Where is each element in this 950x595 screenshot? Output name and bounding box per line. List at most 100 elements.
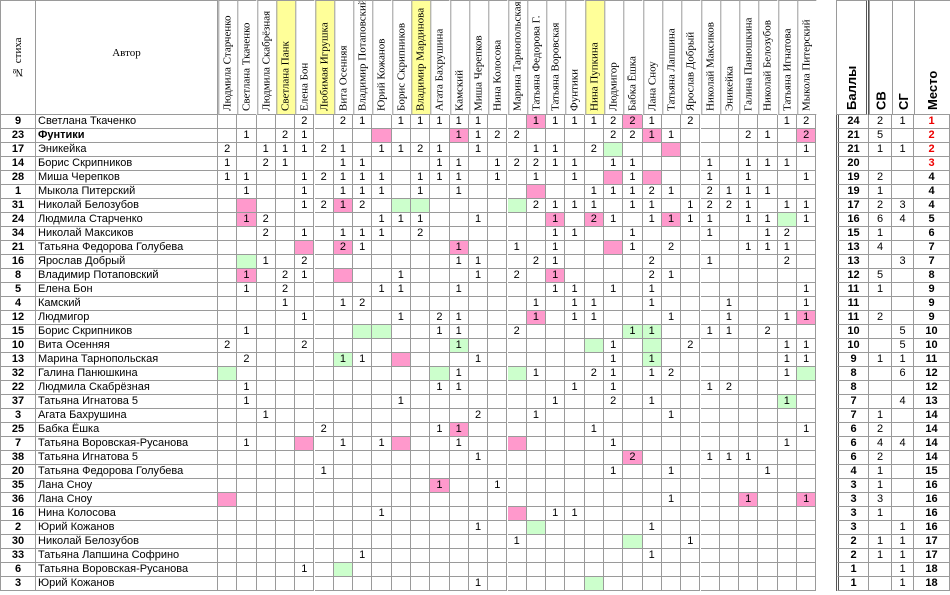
vote-cell[interactable]: 1: [237, 129, 257, 143]
vote-cell[interactable]: [353, 129, 373, 143]
vote-cell[interactable]: [681, 185, 701, 199]
vote-cell[interactable]: [546, 521, 566, 535]
vote-cell[interactable]: [218, 129, 238, 143]
vote-cell[interactable]: 1: [546, 255, 566, 269]
vote-cell[interactable]: [237, 549, 257, 563]
vote-cell[interactable]: [584, 479, 604, 493]
vote-cell[interactable]: [565, 339, 585, 353]
vote-cell[interactable]: [681, 241, 701, 255]
vote-cell[interactable]: [295, 423, 315, 437]
vote-cell[interactable]: [584, 521, 604, 535]
vote-cell[interactable]: [507, 563, 527, 577]
vote-cell[interactable]: [256, 311, 276, 325]
vote-cell[interactable]: [758, 171, 778, 185]
vote-cell[interactable]: 1: [237, 381, 257, 395]
vote-cell[interactable]: [797, 255, 817, 269]
vote-cell[interactable]: 1: [449, 339, 469, 353]
vote-cell[interactable]: [488, 409, 508, 423]
vote-cell[interactable]: [353, 311, 373, 325]
vote-cell[interactable]: [700, 549, 720, 563]
vote-cell[interactable]: [584, 325, 604, 339]
vote-cell[interactable]: 1: [391, 115, 411, 129]
vote-cell[interactable]: 1: [391, 283, 411, 297]
vote-cell[interactable]: [584, 129, 604, 143]
vote-cell[interactable]: [488, 185, 508, 199]
vote-cell[interactable]: [719, 115, 740, 129]
vote-cell[interactable]: [797, 521, 817, 535]
vote-cell[interactable]: [739, 465, 759, 479]
vote-cell[interactable]: [758, 395, 778, 409]
vote-cell[interactable]: [584, 283, 604, 297]
vote-cell[interactable]: [314, 241, 334, 255]
vote-cell[interactable]: [604, 325, 624, 339]
vote-cell[interactable]: 1: [777, 339, 797, 353]
vote-cell[interactable]: [391, 241, 411, 255]
vote-cell[interactable]: [797, 577, 817, 591]
row-author-name[interactable]: Ярослав Добрый: [36, 255, 218, 269]
vote-cell[interactable]: 1: [237, 269, 257, 283]
vote-cell[interactable]: [488, 367, 508, 381]
vote-cell[interactable]: [430, 409, 450, 423]
vote-cell[interactable]: [449, 521, 469, 535]
vote-cell[interactable]: [488, 437, 508, 451]
vote-cell[interactable]: [411, 311, 431, 325]
vote-cell[interactable]: [797, 479, 817, 493]
vote-cell[interactable]: [681, 451, 701, 465]
vote-cell[interactable]: 1: [700, 381, 720, 395]
vote-cell[interactable]: [758, 521, 778, 535]
vote-cell[interactable]: [700, 353, 720, 367]
vote-cell[interactable]: [681, 283, 701, 297]
vote-cell[interactable]: [507, 171, 527, 185]
vote-cell[interactable]: [681, 227, 701, 241]
vote-cell[interactable]: [237, 255, 257, 269]
vote-cell[interactable]: [739, 353, 759, 367]
vote-cell[interactable]: [275, 535, 296, 549]
vote-cell[interactable]: [468, 381, 489, 395]
vote-cell[interactable]: [565, 325, 585, 339]
vote-cell[interactable]: [700, 521, 720, 535]
vote-cell[interactable]: 1: [353, 241, 373, 255]
vote-cell[interactable]: [507, 199, 527, 213]
vote-cell[interactable]: [256, 549, 276, 563]
row-author-name[interactable]: Марина Тарнопольская: [36, 353, 218, 367]
vote-cell[interactable]: [430, 395, 450, 409]
vote-cell[interactable]: 1: [777, 115, 797, 129]
vote-cell[interactable]: [372, 367, 392, 381]
vote-cell[interactable]: [623, 521, 643, 535]
vote-cell[interactable]: [295, 577, 315, 591]
vote-cell[interactable]: 1: [295, 199, 315, 213]
vote-cell[interactable]: [430, 437, 450, 451]
vote-cell[interactable]: [661, 549, 682, 563]
vote-cell[interactable]: [758, 367, 778, 381]
vote-cell[interactable]: [411, 409, 431, 423]
vote-cell[interactable]: 2: [719, 381, 740, 395]
row-author-name[interactable]: Николай Максиков: [36, 227, 218, 241]
vote-cell[interactable]: [507, 339, 527, 353]
vote-cell[interactable]: [700, 129, 720, 143]
vote-cell[interactable]: [430, 227, 450, 241]
vote-cell[interactable]: [642, 465, 662, 479]
vote-cell[interactable]: 1: [700, 213, 720, 227]
vote-cell[interactable]: 2: [333, 115, 354, 129]
vote-cell[interactable]: [218, 199, 238, 213]
vote-cell[interactable]: [719, 493, 740, 507]
vote-cell[interactable]: [623, 353, 643, 367]
vote-cell[interactable]: 1: [565, 227, 585, 241]
vote-cell[interactable]: [449, 479, 469, 493]
vote-cell[interactable]: [642, 451, 662, 465]
vote-cell[interactable]: [700, 339, 720, 353]
vote-cell[interactable]: [430, 283, 450, 297]
vote-cell[interactable]: [449, 143, 469, 157]
vote-cell[interactable]: [275, 255, 296, 269]
vote-cell[interactable]: [411, 521, 431, 535]
vote-cell[interactable]: 1: [449, 115, 469, 129]
vote-cell[interactable]: [661, 451, 682, 465]
vote-cell[interactable]: [391, 367, 411, 381]
vote-cell[interactable]: [295, 493, 315, 507]
vote-cell[interactable]: 1: [584, 115, 604, 129]
vote-cell[interactable]: [430, 367, 450, 381]
row-author-name[interactable]: Людмила Скабрёзная: [36, 381, 218, 395]
vote-cell[interactable]: 1: [565, 507, 585, 521]
vote-cell[interactable]: [797, 437, 817, 451]
vote-cell[interactable]: [488, 465, 508, 479]
